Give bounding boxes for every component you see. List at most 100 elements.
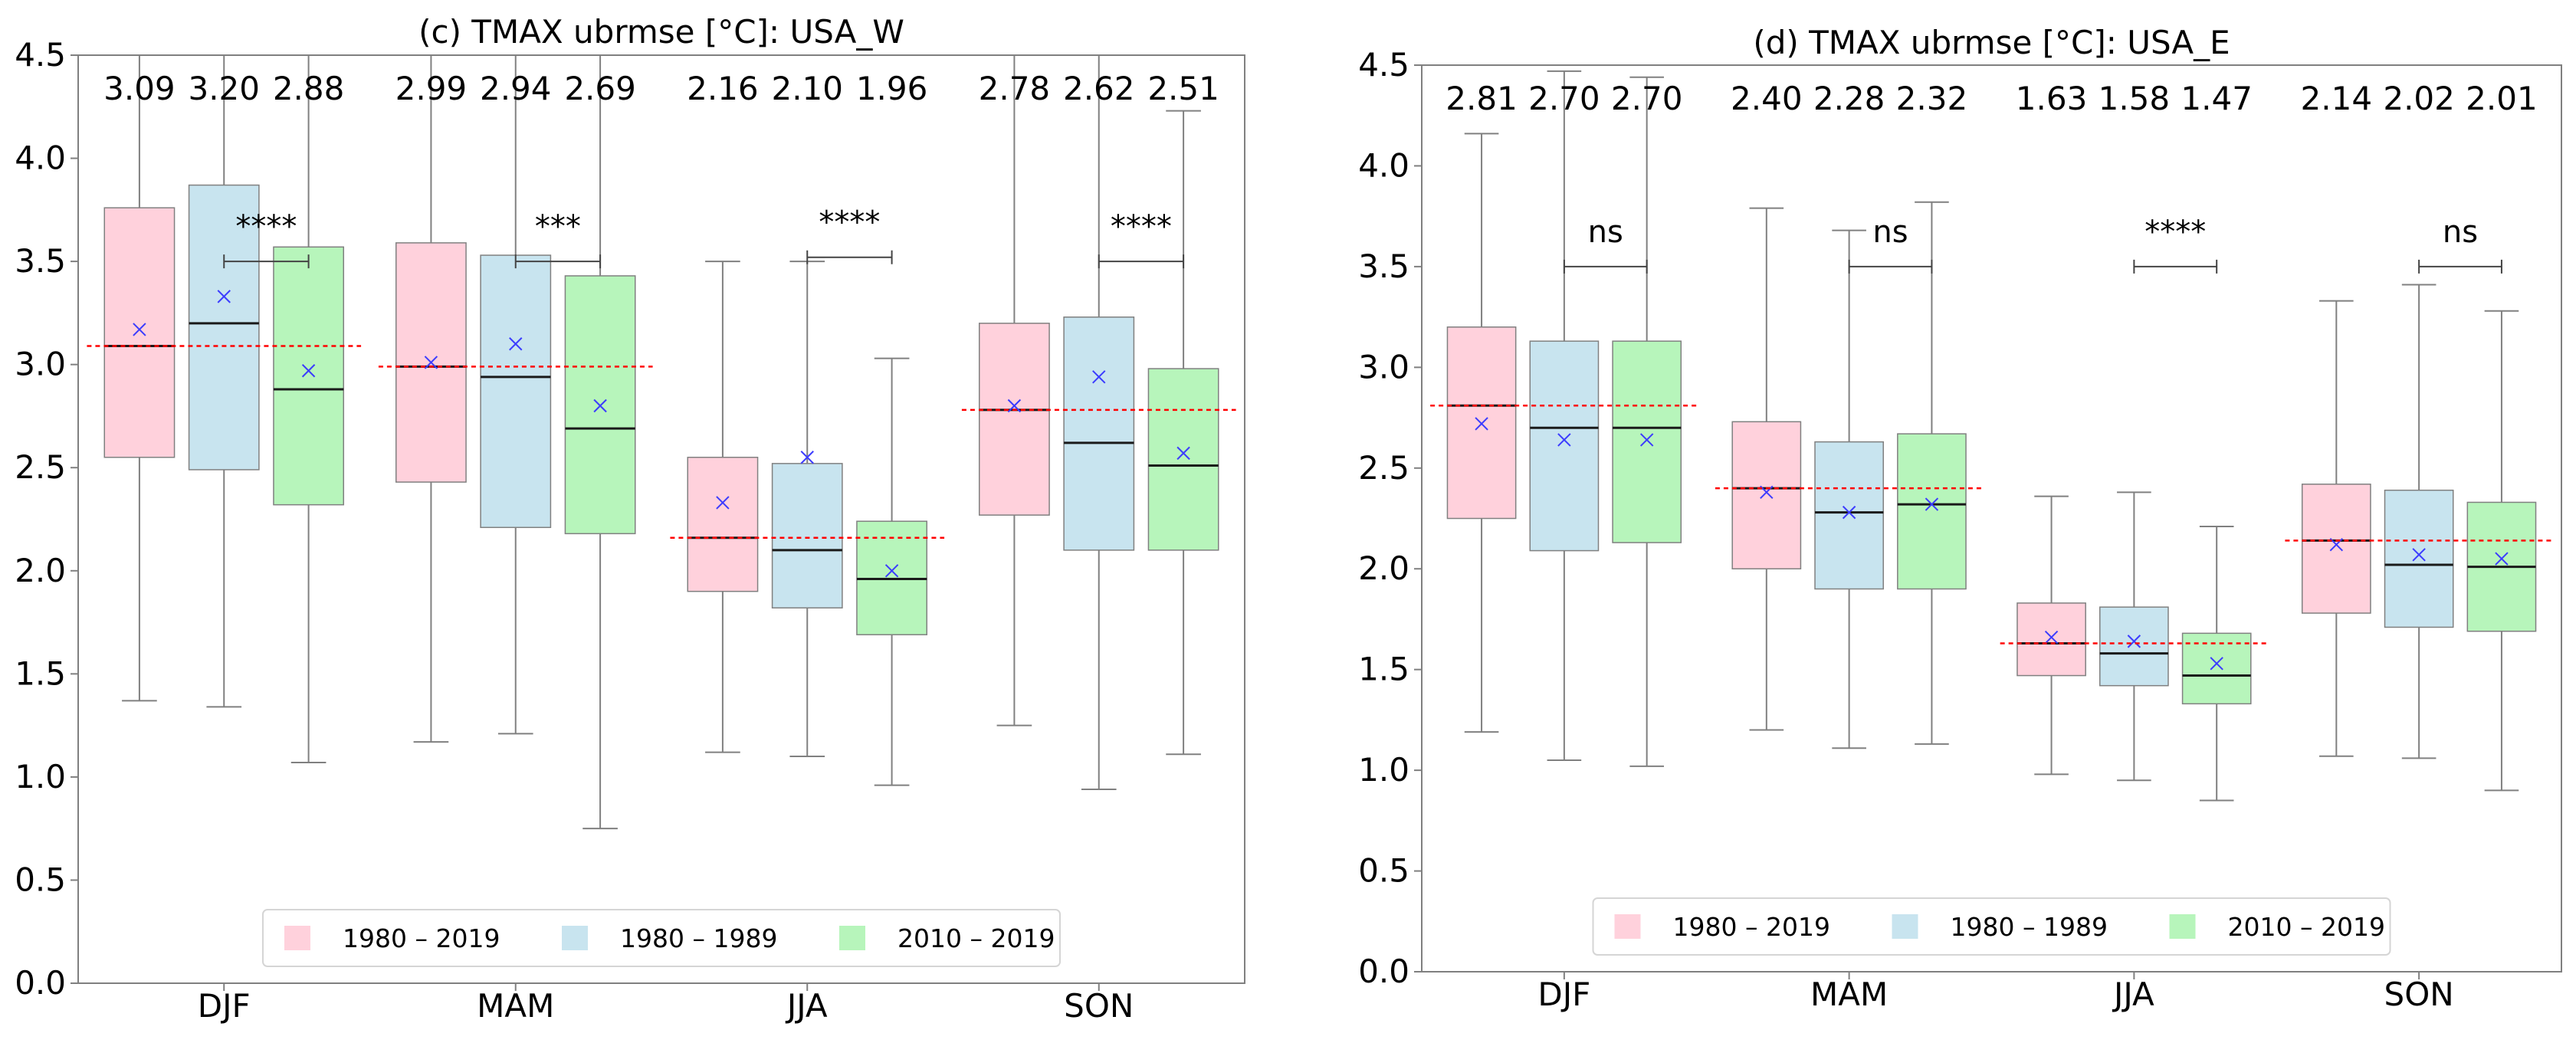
x-category-label-son: SON <box>1064 987 1134 1025</box>
median-label-djf-1980-1989: 2.70 <box>1528 80 1600 117</box>
box-djf-2010-2019 <box>1612 340 1682 543</box>
median-label-jja-1980-2019: 1.63 <box>2016 80 2088 117</box>
y-tick-label: 1.0 <box>1358 751 1409 789</box>
mean-marker-mam-2010-2019 <box>1925 497 1939 511</box>
median-label-djf-2010-2019: 2.70 <box>1611 80 1683 117</box>
legend-label-1980-2019: 1980 – 2019 <box>343 923 500 953</box>
y-tick-label: 1.0 <box>15 758 66 795</box>
median-label-jja-1980-1989: 1.58 <box>2099 80 2171 117</box>
median-label-jja-2010-2019: 1.47 <box>2181 80 2253 117</box>
box-mam-1980-1989 <box>480 254 552 529</box>
box-son-1980-2019 <box>978 323 1050 516</box>
mean-marker-son-1980-2019 <box>2329 537 2344 552</box>
mean-marker-son-2010-2019 <box>1176 446 1190 461</box>
mean-marker-son-1980-1989 <box>1092 370 1106 384</box>
mean-marker-jja-2010-2019 <box>884 564 899 578</box>
legend-label-1980-2019: 1980 – 2019 <box>1673 912 1830 942</box>
legend-frame <box>262 909 1061 967</box>
panel-usa-e: (d) TMAX ubrmse [°C]: USA_E 0.0 0.5 1.0 1.5 2… <box>1358 24 2562 1013</box>
box-djf-1980-1989 <box>1529 340 1600 552</box>
median-label-son-1980-2019: 2.14 <box>2301 80 2373 117</box>
mean-marker-jja-1980-2019 <box>716 496 730 510</box>
box-mam-1980-2019 <box>1731 421 1802 569</box>
box-mam-1980-1989 <box>1814 441 1884 590</box>
x-category-label-jja: JJA <box>2112 976 2154 1013</box>
mean-marker-mam-1980-1989 <box>1842 505 1856 520</box>
sig-label-djf: **** <box>235 209 297 244</box>
legend-swatch-1980-2019 <box>1614 914 1641 939</box>
legend-label-1980-1989: 1980 – 1989 <box>620 923 777 953</box>
sig-label-son: ns <box>2443 215 2478 250</box>
mean-marker-djf-2010-2019 <box>1639 433 1654 447</box>
legend-swatch-1980-1989 <box>1892 914 1918 939</box>
median-label-mam-2010-2019: 2.32 <box>1896 80 1968 117</box>
y-tick-label: 2.5 <box>15 448 66 486</box>
mean-marker-mam-2010-2019 <box>593 399 607 413</box>
mean-marker-son-1980-2019 <box>1007 399 1022 413</box>
y-tick-label: 0.5 <box>15 861 66 898</box>
legend-frame <box>1592 897 2391 956</box>
box-jja-2010-2019 <box>2181 632 2252 705</box>
legend-label-2010-2019: 2010 – 2019 <box>897 923 1055 953</box>
median-label-mam-1980-1989: 2.94 <box>480 70 552 107</box>
median-label-jja-2010-2019: 1.96 <box>856 70 928 107</box>
y-tick-label: 1.5 <box>1358 651 1409 688</box>
mean-marker-djf-1980-1989 <box>217 290 231 303</box>
sig-label-jja: **** <box>819 205 880 241</box>
box-djf-2010-2019 <box>273 246 345 506</box>
y-tick-label: 2.5 <box>1358 449 1409 487</box>
median-label-mam-1980-2019: 2.99 <box>395 70 468 107</box>
box-son-2010-2019 <box>1147 368 1219 551</box>
median-label-son-2010-2019: 2.01 <box>2466 80 2538 117</box>
y-tick-label: 2.0 <box>1358 549 1409 587</box>
median-label-son-1980-1989: 2.02 <box>2383 80 2455 117</box>
box-jja-1980-1989 <box>771 463 843 608</box>
legend-swatch-1980-1989 <box>562 926 588 950</box>
x-category-label-mam: MAM <box>477 987 554 1025</box>
box-mam-2010-2019 <box>1897 433 1967 590</box>
y-tick-label: 0.0 <box>15 964 66 1002</box>
box-djf-1980-1989 <box>188 184 260 471</box>
x-category-label-jja: JJA <box>785 987 828 1025</box>
box-son-1980-1989 <box>1063 317 1135 551</box>
mean-marker-djf-1980-2019 <box>133 323 146 336</box>
y-tick-label: 3.5 <box>15 242 66 280</box>
mean-marker-jja-2010-2019 <box>2210 657 2223 671</box>
box-jja-1980-1989 <box>2099 606 2169 687</box>
legend-label-2010-2019: 2010 – 2019 <box>2228 912 2385 942</box>
sig-label-djf: ns <box>1588 215 1623 250</box>
box-son-1980-1989 <box>2384 489 2454 628</box>
mean-marker-mam-1980-1989 <box>509 337 523 351</box>
y-tick-label: 3.5 <box>1358 248 1409 285</box>
y-tick-label: 0.5 <box>1358 852 1409 890</box>
legend-swatch-2010-2019 <box>839 926 865 950</box>
y-tick-label: 2.0 <box>15 552 66 589</box>
x-category-label-djf: DJF <box>198 987 251 1025</box>
sig-label-mam: ns <box>1872 215 1908 250</box>
mean-marker-mam-1980-2019 <box>424 356 438 369</box>
y-tick-label: 1.5 <box>15 654 66 692</box>
panel-usa-w: (c) TMAX ubrmse [°C]: USA_W 0.0 0.5 1.0 1.5 2… <box>15 13 1245 1025</box>
median-label-djf-1980-2019: 2.81 <box>1446 80 1518 117</box>
plot-frame <box>77 54 1245 984</box>
box-djf-1980-2019 <box>103 207 176 458</box>
y-tick-label: 4.5 <box>15 36 66 74</box>
median-label-mam-1980-1989: 2.28 <box>1813 80 1885 117</box>
plot-frame <box>1421 64 2562 972</box>
mean-marker-djf-1980-1989 <box>1557 433 1571 447</box>
box-son-1980-2019 <box>2301 484 2371 614</box>
median-label-son-1980-1989: 2.62 <box>1063 70 1135 107</box>
box-jja-1980-2019 <box>687 457 759 592</box>
mean-marker-djf-2010-2019 <box>301 364 316 378</box>
box-jja-1980-2019 <box>2016 602 2086 677</box>
y-tick-label: 4.5 <box>1358 46 1409 84</box>
chart-title: (c) TMAX ubrmse [°C]: USA_W <box>418 13 904 51</box>
y-tick-label: 4.0 <box>15 139 66 177</box>
median-label-djf-2010-2019: 2.88 <box>273 70 345 107</box>
mean-marker-son-2010-2019 <box>2495 552 2509 566</box>
mean-marker-mam-1980-2019 <box>1760 485 1774 500</box>
legend-swatch-2010-2019 <box>2169 914 2196 939</box>
mean-marker-jja-1980-2019 <box>2044 630 2059 644</box>
x-category-label-mam: MAM <box>1810 976 1888 1013</box>
